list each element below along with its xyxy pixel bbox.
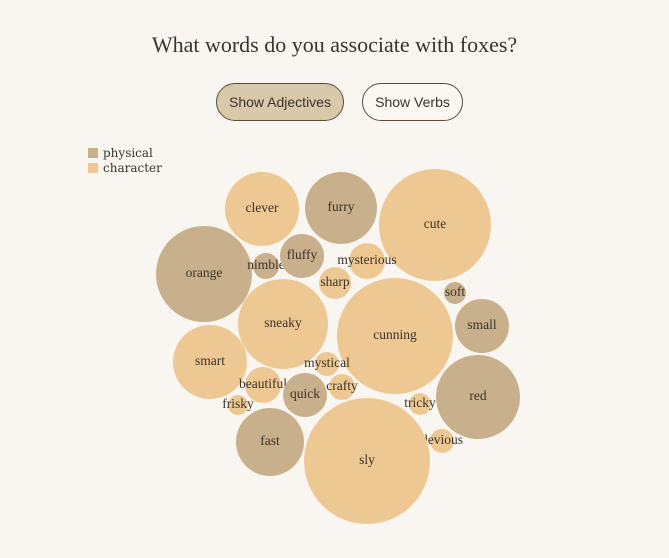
bubble-smart[interactable]: smart — [173, 325, 247, 399]
bubble-label: devious — [421, 432, 463, 447]
bubble-circle[interactable] — [337, 278, 453, 394]
bubble-circle[interactable] — [349, 243, 385, 279]
bubble-circle[interactable] — [455, 299, 509, 353]
bubble-label: nimble — [247, 257, 285, 272]
bubble-label: soft — [445, 284, 465, 299]
bubble-label: frisky — [222, 396, 254, 411]
bubble-label: clever — [246, 200, 279, 215]
bubble-circle[interactable] — [304, 398, 430, 524]
bubble-tricky[interactable]: tricky — [404, 393, 436, 415]
bubble-sneaky[interactable]: sneaky — [238, 279, 328, 369]
bubble-label: orange — [186, 265, 223, 280]
bubble-label: crafty — [326, 378, 358, 393]
bubble-circle[interactable] — [280, 234, 324, 278]
bubble-circle[interactable] — [379, 169, 491, 281]
bubble-circle[interactable] — [156, 226, 252, 322]
bubble-fast[interactable]: fast — [236, 408, 304, 476]
legend-label: physical — [103, 145, 153, 160]
bubble-label: sly — [359, 452, 375, 467]
bubble-circle[interactable] — [436, 355, 520, 439]
bubble-label: red — [469, 388, 486, 403]
bubble-label: fast — [260, 433, 280, 448]
bubble-frisky[interactable]: frisky — [222, 395, 254, 415]
bubble-circle[interactable] — [283, 373, 327, 417]
bubble-cute[interactable]: cute — [379, 169, 491, 281]
bubble-mystical[interactable]: mystical — [304, 352, 350, 376]
bubble-label: cunning — [373, 327, 417, 342]
legend-item-character: character — [88, 160, 162, 175]
bubble-circle[interactable] — [245, 367, 281, 403]
bubble-cunning[interactable]: cunning — [337, 278, 453, 394]
bubble-clever[interactable]: clever — [225, 172, 299, 246]
bubble-beautiful[interactable]: beautiful — [239, 367, 287, 403]
bubble-circle[interactable] — [444, 282, 466, 304]
bubble-circle[interactable] — [236, 408, 304, 476]
legend-label: character — [103, 160, 162, 175]
bubble-circle[interactable] — [238, 279, 328, 369]
bubble-circle[interactable] — [173, 325, 247, 399]
bubble-circle[interactable] — [228, 395, 248, 415]
bubble-label: quick — [290, 386, 320, 401]
bubble-label: smart — [195, 353, 225, 368]
bubble-devious[interactable]: devious — [421, 429, 463, 453]
bubble-label: sharp — [320, 274, 349, 289]
bubble-furry[interactable]: furry — [305, 172, 377, 244]
bubble-circle[interactable] — [329, 374, 355, 400]
bubble-circle[interactable] — [430, 429, 454, 453]
bubble-label: beautiful — [239, 376, 287, 391]
bubble-sharp[interactable]: sharp — [319, 267, 351, 299]
bubble-sly[interactable]: sly — [304, 398, 430, 524]
bubble-label: mystical — [304, 355, 350, 370]
bubble-orange[interactable]: orange — [156, 226, 252, 322]
legend-item-physical: physical — [88, 145, 162, 160]
bubble-circle[interactable] — [319, 267, 351, 299]
legend-swatch-physical — [88, 147, 98, 158]
bubble-label: furry — [328, 199, 355, 214]
bubble-circle[interactable] — [253, 253, 279, 279]
bubble-fluffy[interactable]: fluffy — [280, 234, 324, 278]
bubble-small[interactable]: small — [455, 299, 509, 353]
bubble-soft[interactable]: soft — [444, 282, 466, 304]
bubble-circle[interactable] — [315, 352, 339, 376]
legend: physical character — [88, 145, 162, 175]
bubble-nimble[interactable]: nimble — [247, 253, 285, 279]
show-verbs-button[interactable]: Show Verbs — [362, 83, 463, 121]
bubble-quick[interactable]: quick — [283, 373, 327, 417]
bubble-circle[interactable] — [305, 172, 377, 244]
bubble-label: tricky — [404, 395, 436, 410]
bubble-mysterious[interactable]: mysterious — [337, 243, 397, 279]
bubble-label: small — [467, 317, 496, 332]
bubble-label: fluffy — [287, 247, 318, 262]
bubble-label: sneaky — [264, 315, 302, 330]
bubble-crafty[interactable]: crafty — [326, 374, 358, 400]
bubble-red[interactable]: red — [436, 355, 520, 439]
bubble-circle[interactable] — [409, 393, 431, 415]
legend-swatch-character — [88, 162, 98, 173]
bubble-label: mysterious — [337, 252, 396, 267]
bubble-label: cute — [424, 216, 447, 231]
page-title: What words do you associate with foxes? — [151, 32, 518, 57]
show-adjectives-button[interactable]: Show Adjectives — [216, 83, 344, 121]
bubble-circle[interactable] — [225, 172, 299, 246]
